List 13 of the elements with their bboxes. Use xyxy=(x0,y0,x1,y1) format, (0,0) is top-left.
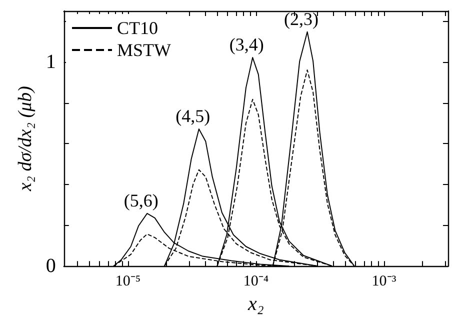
annotation: (5,6) xyxy=(124,190,158,210)
legend-label: CT10 xyxy=(117,18,158,38)
y-tick-label: 1 xyxy=(46,51,56,74)
x-axis-title: x₂ xyxy=(247,293,264,315)
annotation: (4,5) xyxy=(176,106,210,126)
x-tick-label: 10⁻⁴ xyxy=(243,274,269,290)
x-tick-label: 10⁻³ xyxy=(372,274,397,290)
y-axis-title: x₂ dσ/dx₂ (μb) xyxy=(15,86,36,192)
x-tick-label: 10⁻⁵ xyxy=(115,274,141,290)
annotation: (3,4) xyxy=(229,34,264,55)
legend-label: MSTW xyxy=(117,40,172,60)
y-tick-label: 0 xyxy=(46,255,56,278)
annotation: (2,3) xyxy=(284,8,319,29)
